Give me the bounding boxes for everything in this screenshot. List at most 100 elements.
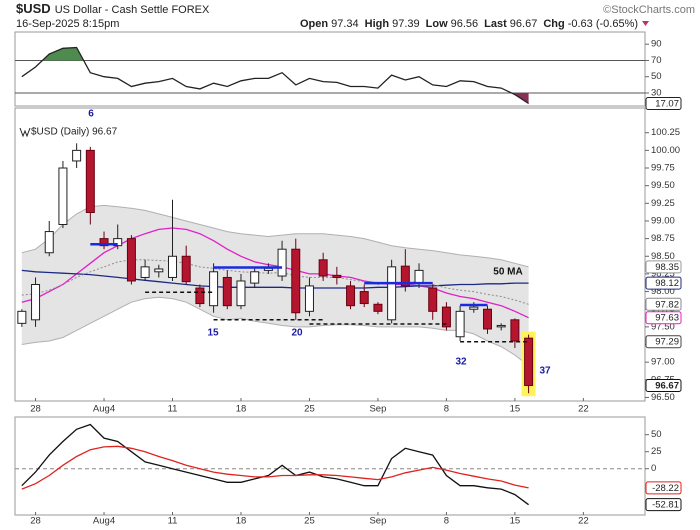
band-area — [21, 205, 529, 366]
y-tick-label: 25 — [651, 446, 662, 457]
indicator-line — [21, 423, 529, 506]
value-tag — [645, 481, 682, 495]
value-tag-label: 97.29 — [655, 337, 679, 348]
y-tick-label: 98.25 — [651, 268, 675, 279]
quote-label: Open — [300, 18, 328, 30]
x-tick-label: 18 — [236, 404, 247, 415]
candle-body — [332, 274, 342, 278]
candle-body — [373, 303, 383, 312]
value-tag-label: 96.67 — [655, 380, 679, 391]
candle-body — [318, 259, 328, 277]
x-tick-label: 15 — [510, 516, 521, 527]
quote-value: 96.67 — [510, 18, 538, 30]
y-tick-label: 70 — [651, 55, 662, 66]
x-tick-label: Aug4 — [93, 516, 115, 527]
candle-body — [304, 285, 314, 312]
candle-body — [524, 337, 534, 386]
band-upper — [21, 204, 529, 268]
quote-value: 97.34 — [331, 18, 359, 30]
overbought-fill — [21, 47, 529, 61]
y-tick-label: 98.50 — [651, 251, 675, 262]
value-tag-label: 98.12 — [655, 278, 679, 289]
candle-body — [510, 319, 520, 342]
candle-body — [222, 276, 232, 307]
y-tick-label: 97.00 — [651, 357, 675, 368]
candle-body — [181, 255, 191, 283]
candle-body — [72, 149, 82, 162]
panel-frame — [14, 416, 646, 516]
candle-body — [236, 280, 246, 307]
y-tick-label: 98.00 — [651, 286, 675, 297]
annotation: 32 — [455, 357, 467, 368]
value-tag — [645, 97, 682, 111]
quote-label: Last — [484, 18, 507, 30]
quote-value: -0.63 (-0.65%) — [568, 18, 638, 30]
candle-body — [359, 291, 369, 305]
value-tag-label: -52.81 — [652, 500, 679, 511]
candle-body — [154, 268, 164, 273]
candle-body — [58, 167, 68, 225]
date: 16-Sep-2025 8:15pm — [16, 18, 119, 30]
candle-body — [483, 308, 492, 330]
value-tag-label: 17.07 — [655, 99, 679, 110]
x-tick-label: Sep — [369, 516, 386, 527]
value-tag — [645, 276, 682, 290]
candle-body — [346, 285, 356, 307]
quote-label: High — [365, 18, 390, 30]
x-tick-label: Sep — [369, 404, 386, 415]
x-tick-label: 28 — [30, 404, 41, 415]
candle-body — [400, 265, 410, 287]
x-tick-label: 22 — [578, 516, 589, 527]
candle-body — [126, 238, 136, 282]
candle-body — [414, 269, 424, 284]
candle-body — [31, 284, 41, 321]
moving-average — [21, 227, 529, 319]
y-tick-label: 98.75 — [651, 233, 675, 244]
candle-body — [277, 248, 287, 277]
y-tick-label: 99.75 — [651, 163, 675, 174]
quote-value: 97.39 — [392, 18, 420, 30]
candle-body — [85, 149, 95, 213]
y-tick-label: 99.00 — [651, 215, 675, 226]
legend: $USD (Daily) 96.67 — [31, 127, 118, 138]
x-tick-label: 25 — [304, 404, 315, 415]
y-tick-label: 100.25 — [651, 127, 680, 138]
value-tag — [645, 378, 682, 392]
x-tick-label: 8 — [444, 516, 449, 527]
candle-body — [455, 310, 465, 338]
candle-body — [99, 238, 109, 247]
candle-body — [387, 266, 397, 321]
oversold-fill — [511, 92, 529, 104]
symbol: $USD — [16, 1, 51, 16]
quote-value: 96.56 — [451, 18, 479, 30]
value-tag — [645, 335, 682, 349]
y-tick-label: 0 — [651, 463, 656, 474]
legend-icon — [19, 127, 31, 138]
candle-body — [291, 248, 301, 314]
y-tick-label: 50 — [651, 429, 662, 440]
annotation: 6 — [88, 109, 94, 120]
header-title: $USD US Dollar - Cash Settle FOREX — [16, 1, 210, 16]
candle-body — [250, 271, 260, 284]
value-tag — [645, 260, 682, 274]
x-tick-label: 22 — [578, 404, 589, 415]
value-tag-label: 97.82 — [655, 299, 679, 310]
value-tag — [645, 498, 682, 512]
annotation: 37 — [539, 366, 551, 377]
annotation: 50 MA — [493, 267, 522, 278]
candle-body — [140, 266, 150, 278]
y-tick-label: 50 — [651, 71, 662, 82]
x-tick-label: 15 — [510, 404, 521, 415]
x-tick-label: 11 — [168, 516, 178, 527]
value-tag — [645, 311, 682, 325]
value-tag-label: 98.35 — [655, 262, 679, 273]
y-tick-label: 99.25 — [651, 198, 675, 209]
candle-body — [17, 310, 27, 324]
value-tag-label: 97.63 — [655, 313, 679, 324]
y-tick-label: 30 — [651, 88, 662, 99]
down-arrow — [642, 21, 650, 26]
candle-body — [209, 271, 219, 307]
x-tick-label: 25 — [304, 516, 315, 527]
candle-body — [113, 238, 123, 247]
